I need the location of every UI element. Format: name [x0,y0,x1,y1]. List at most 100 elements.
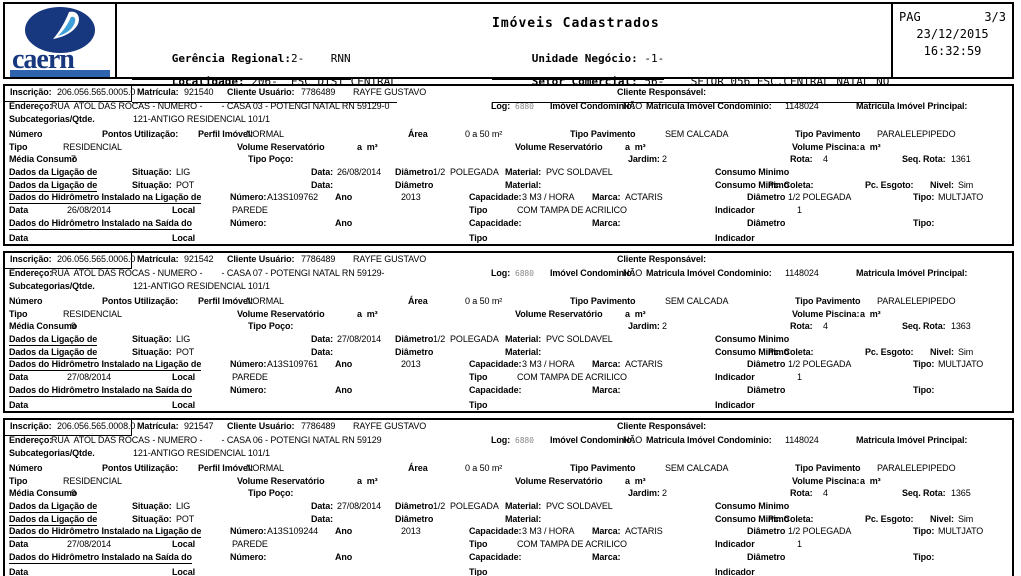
inscricao-label: Inscrição: [10,87,52,97]
volume-reservatorio-1-label: Volume Reservatório [237,476,325,486]
gerencia-value: 2- RNN [290,52,351,65]
perfil-imovel-value: NORMAL [246,296,284,306]
hid-data-value: 27/08/2014 [67,372,112,382]
dados-ligacao-lig-label: Dados da Ligação de [9,167,98,179]
tipo-poco-label: Tipo Poço: [248,488,294,498]
hid-tipo-label: Tipo: [913,526,935,536]
record-block-1: Inscrição: 206.056.565.0005.0 Matrícula:… [3,84,1014,246]
seq-rota-value: 1365 [951,488,971,498]
perfil-imovel-label: Perfil Imóvel: [198,296,254,306]
cliente-usuario-value: 7786489 [301,421,336,431]
matricula-label: Matrícula: [137,421,179,431]
page-title: Imóveis Cadastrados [492,16,660,31]
pot-situacao-label: Situação: [132,180,172,190]
lig-diametro-label: Diâmetro [395,334,434,344]
area-label: Área [408,296,428,306]
unidade-value: -1- [637,52,665,65]
hid-ano-label: Ano [335,192,353,202]
hid-tipo-desc-label: Tipo [469,205,488,215]
saida-tipo-label: Tipo: [913,552,935,562]
saida-numero-label: Número: [230,385,267,395]
pot-data-label: Data: [311,180,334,190]
volume-piscina-label: Volume Piscina: [792,476,860,486]
hid-numero-label: Número: [230,192,267,202]
hid-tipo-label: Tipo: [913,192,935,202]
hid-numero-label: Número: [230,526,267,536]
hid-local-value: PAREDE [232,539,268,549]
area-label: Área [408,463,428,473]
hid-data-label: Data [9,372,29,382]
saida-tipo-label: Tipo: [913,218,935,228]
hid-tipo-label: Tipo: [913,359,935,369]
pontos-utilizacao-label: Pontos Utilização: [102,129,179,139]
volume-reservatorio-1-label: Volume Reservatório [237,142,325,152]
log-value: 6880 [515,269,534,278]
hid-indicador-label: Indicador [715,372,755,382]
numero-label: Número [9,463,43,473]
volume-reservatorio-2-label: Volume Reservatório [515,476,603,486]
endereco-label: Endereço: [9,101,53,111]
jardim-value: 2 [662,154,667,164]
imovel-condominio-label: Imóvel Condominio: [550,268,635,278]
hid-local-value: PAREDE [232,205,268,215]
volume-piscina-unit: a m³ [860,476,881,486]
lig-data-label: Data: [311,334,334,344]
imovel-condominio-value: NÃO [623,101,643,111]
cliente-nome-value: RAYFE GUSTAVO [353,421,427,431]
perfil-imovel-value: NORMAL [246,463,284,473]
tipo-pavimento-1-label: Tipo Pavimento [570,296,636,306]
dados-hidrometro-ligacao-label: Dados do Hidrômetro Instalado na Ligação… [9,192,202,204]
cliente-usuario-label: Cliente Usuário: [227,421,295,431]
saida-tipo-label: Tipo: [913,385,935,395]
field-unidade-negocio: Unidade Negócio: -1- [492,39,665,80]
hid-indicador-label: Indicador [715,205,755,215]
lig-diametro-label: Diâmetro [395,501,434,511]
hid-tipo-value: MULTJATO [938,359,984,369]
matricula-condominio-label: Matricula Imóvel Condominio: [646,268,772,278]
hid-marca-label: Marca: [592,192,621,202]
lig-diametro-value: 1/2 POLEGADA [433,334,499,344]
saida-diametro-label: Diâmetro [747,385,786,395]
dados-hidrometro-ligacao-label: Dados do Hidrômetro Instalado na Ligação… [9,526,202,538]
svg-text:caern: caern [12,44,75,75]
jardim-label: Jardim: [628,154,660,164]
cliente-nome-value: RAYFE GUSTAVO [353,254,427,264]
nivel-value: Sim [958,347,974,357]
dados-hidrometro-saida-label: Dados do Hidrômetro Instalado na Saída d… [9,218,192,230]
matricula-value: 921542 [184,254,214,264]
lig-material-label: Material: [505,334,542,344]
hid-data-label: Data [9,539,29,549]
volume-piscina-unit: a m³ [860,142,881,152]
dados-hidrometro-saida-label: Dados do Hidrômetro Instalado na Saída d… [9,385,192,397]
cliente-usuario-value: 7786489 [301,254,336,264]
lig-situacao-value: LIG [176,167,191,177]
pot-situacao-value: POT [176,347,195,357]
tipo-pavimento-2-label: Tipo Pavimento [795,129,861,139]
perfil-imovel-value: NORMAL [246,129,284,139]
area-value: 0 a 50 m² [465,463,503,473]
rota-label: Rota: [790,154,813,164]
rota-value: 4 [823,154,828,164]
report-time: 16:32:59 [923,44,982,58]
hid-diametro-value: 1/2 POLEGADA [788,359,852,369]
volume-piscina-label: Volume Piscina: [792,142,860,152]
hid-capacidade-value: 3 M3 / HORA [522,192,575,202]
pontos-utilizacao-label: Pontos Utilização: [102,296,179,306]
tipo-value: RESIDENCIAL [63,309,122,319]
dados-ligacao-pot-label: Dados da Ligação de [9,514,98,526]
perfil-imovel-label: Perfil Imóvel: [198,463,254,473]
saida-ano-label: Ano [335,552,353,562]
hid-tipo-value: MULTJATO [938,192,984,202]
endereco-value: RUA ATOL DAS ROCAS - NUMERO - - CASA 03 … [51,101,390,111]
volume-reservatorio-1-unit: a m³ [357,476,378,486]
field-gerencia-regional: Gerência Regional:2- RNN [132,39,351,80]
saida-indicador-label: Indicador [715,567,755,576]
lig-diametro-value: 1/2 POLEGADA [433,167,499,177]
lig-situacao-value: LIG [176,334,191,344]
cliente-responsavel-label: Cliente Responsável: [617,87,707,97]
record-block-2: Inscrição: 206.056.565.0006.0 Matrícula:… [3,251,1014,413]
dados-ligacao-lig-label: Dados da Ligação de [9,334,98,346]
cliente-usuario-value: 7786489 [301,87,336,97]
volume-reservatorio-2-label: Volume Reservatório [515,142,603,152]
